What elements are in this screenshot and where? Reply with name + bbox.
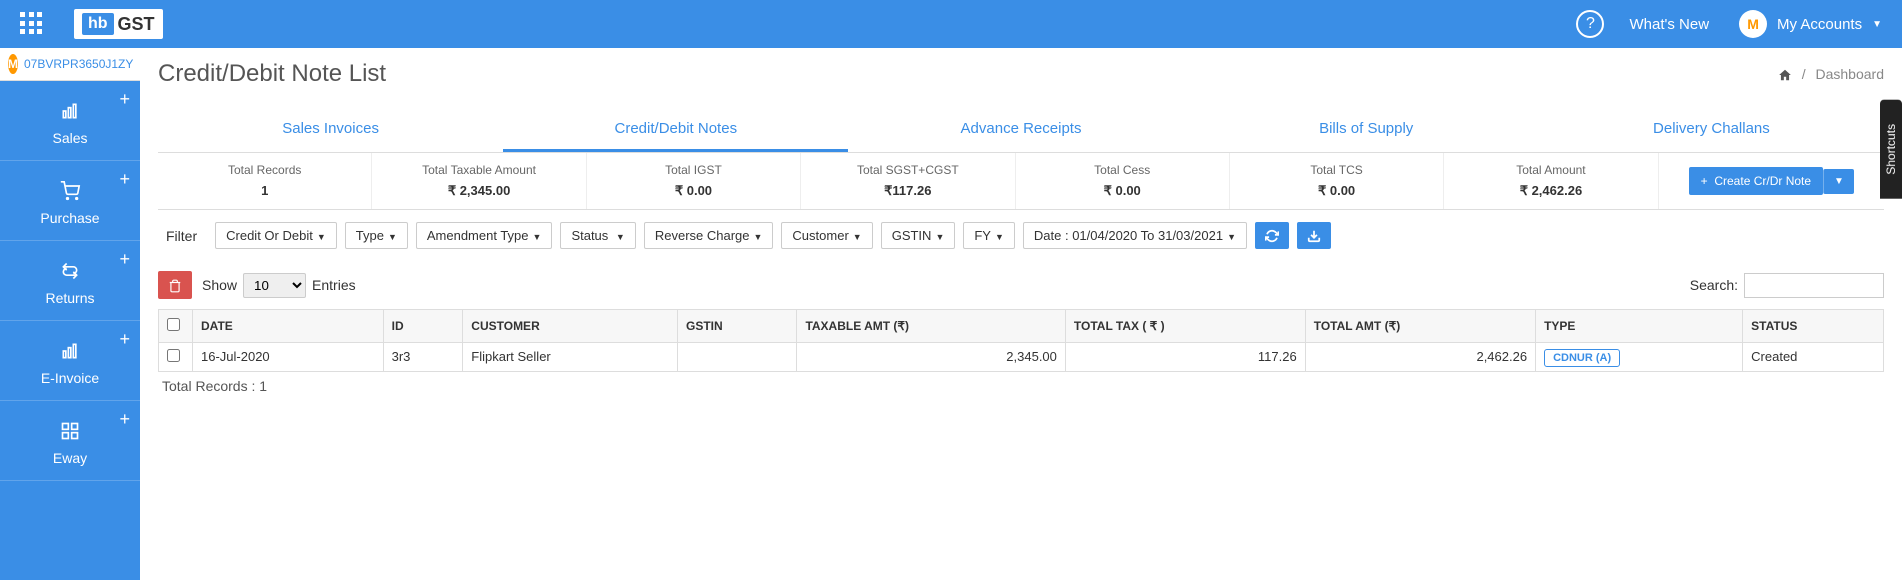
sidebar-item-eway[interactable]: + Eway xyxy=(0,401,140,481)
filter-credit-or-debit[interactable]: Credit Or Debit▼ xyxy=(215,222,337,249)
tab-advance-receipts[interactable]: Advance Receipts xyxy=(848,108,1193,152)
top-bar: hb GST ? What's New M My Accounts ▼ xyxy=(0,0,1902,48)
cell-status: Created xyxy=(1743,342,1884,371)
table-controls: Show 10 Entries Search: xyxy=(158,261,1884,308)
breadcrumb-current[interactable]: Dashboard xyxy=(1816,66,1885,82)
row-checkbox[interactable] xyxy=(167,349,180,362)
my-accounts-label: My Accounts xyxy=(1777,16,1862,33)
cell-date: 16-Jul-2020 xyxy=(193,342,384,371)
apps-menu-icon[interactable] xyxy=(20,12,44,36)
home-icon[interactable] xyxy=(1778,66,1792,82)
delete-button[interactable] xyxy=(158,271,192,298)
logo[interactable]: hb GST xyxy=(74,9,163,39)
summary-total-records: Total Records1 xyxy=(158,153,372,209)
gstin-text: 07BVRPR3650J1ZY xyxy=(24,57,133,71)
sidebar-item-label: Returns xyxy=(45,290,94,306)
plus-icon[interactable]: + xyxy=(119,89,130,110)
search-input[interactable] xyxy=(1744,273,1884,298)
summary-taxable-amount: Total Taxable Amount₹ 2,345.00 xyxy=(372,153,586,209)
sidebar-item-label: E-Invoice xyxy=(41,370,99,386)
main-content: Credit/Debit Note List / Dashboard Sales… xyxy=(140,48,1902,580)
col-type[interactable]: TYPE xyxy=(1536,309,1743,342)
cell-gstin xyxy=(677,342,796,371)
filter-status[interactable]: Status ▼ xyxy=(560,222,635,249)
summary-row: Total Records1 Total Taxable Amount₹ 2,3… xyxy=(158,153,1884,210)
col-id[interactable]: ID xyxy=(383,309,463,342)
sidebar-item-label: Sales xyxy=(52,130,87,146)
sidebar-item-label: Eway xyxy=(53,450,87,466)
summary-sgst-cgst: Total SGST+CGST₹117.26 xyxy=(801,153,1015,209)
shortcuts-tab[interactable]: Shortcuts xyxy=(1880,100,1902,199)
summary-total-amount: Total Amount₹ 2,462.26 xyxy=(1444,153,1658,209)
search-label: Search: xyxy=(1690,277,1738,293)
page-size-select[interactable]: 10 xyxy=(243,273,306,298)
type-badge: CDNUR (A) xyxy=(1544,349,1620,367)
page-title: Credit/Debit Note List xyxy=(158,60,386,88)
gstin-selector[interactable]: M 07BVRPR3650J1ZY xyxy=(0,48,140,81)
create-note-dropdown[interactable]: ▼ xyxy=(1823,169,1854,194)
plus-icon[interactable]: + xyxy=(119,329,130,350)
cell-tax: 117.26 xyxy=(1065,342,1305,371)
filter-reverse-charge[interactable]: Reverse Charge▼ xyxy=(644,222,774,249)
filter-customer[interactable]: Customer▼ xyxy=(781,222,872,249)
sidebar-item-returns[interactable]: + Returns xyxy=(0,241,140,321)
download-button[interactable] xyxy=(1297,222,1331,249)
cell-taxable: 2,345.00 xyxy=(797,342,1065,371)
summary-cess: Total Cess₹ 0.00 xyxy=(1016,153,1230,209)
entries-label: Entries xyxy=(312,277,356,293)
whats-new-link[interactable]: What's New xyxy=(1629,16,1709,33)
filter-amendment-type[interactable]: Amendment Type▼ xyxy=(416,222,553,249)
sidebar-item-label: Purchase xyxy=(40,210,99,226)
sidebar-item-sales[interactable]: + Sales xyxy=(0,81,140,161)
filter-gstin[interactable]: GSTIN▼ xyxy=(881,222,956,249)
plus-icon[interactable]: + xyxy=(119,169,130,190)
filter-fy[interactable]: FY▼ xyxy=(963,222,1015,249)
chevron-down-icon: ▼ xyxy=(1872,19,1882,30)
tab-credit-debit-notes[interactable]: Credit/Debit Notes xyxy=(503,108,848,152)
col-gstin[interactable]: GSTIN xyxy=(677,309,796,342)
col-tax[interactable]: TOTAL TAX ( ₹ ) xyxy=(1065,309,1305,342)
cell-customer: Flipkart Seller xyxy=(463,342,678,371)
col-taxable[interactable]: TAXABLE AMT (₹) xyxy=(797,309,1065,342)
show-label: Show xyxy=(202,277,237,293)
logo-hb: hb xyxy=(82,13,114,35)
tab-sales-invoices[interactable]: Sales Invoices xyxy=(158,108,503,152)
filter-label: Filter xyxy=(166,228,197,244)
table-row[interactable]: 16-Jul-2020 3r3 Flipkart Seller 2,345.00… xyxy=(159,342,1884,371)
col-status[interactable]: STATUS xyxy=(1743,309,1884,342)
help-icon[interactable]: ? xyxy=(1576,10,1604,38)
tab-delivery-challans[interactable]: Delivery Challans xyxy=(1539,108,1884,152)
filter-date[interactable]: Date : 01/04/2020 To 31/03/2021▼ xyxy=(1023,222,1247,249)
cell-id: 3r3 xyxy=(383,342,463,371)
col-total[interactable]: TOTAL AMT (₹) xyxy=(1305,309,1535,342)
plus-icon[interactable]: + xyxy=(119,409,130,430)
tabs: Sales Invoices Credit/Debit Notes Advanc… xyxy=(158,108,1884,153)
create-note-button[interactable]: + Create Cr/Dr Note xyxy=(1689,167,1823,195)
my-accounts-dropdown[interactable]: My Accounts ▼ xyxy=(1777,16,1882,33)
gstin-badge: M xyxy=(8,54,18,74)
select-all-checkbox[interactable] xyxy=(167,318,180,331)
filter-type[interactable]: Type▼ xyxy=(345,222,408,249)
plus-icon[interactable]: + xyxy=(119,249,130,270)
sidebar-item-einvoice[interactable]: + E-Invoice xyxy=(0,321,140,401)
logo-gst: GST xyxy=(118,14,155,35)
total-records-footer: Total Records : 1 xyxy=(158,372,1884,400)
breadcrumb: / Dashboard xyxy=(1778,66,1884,82)
filter-row: Filter Credit Or Debit▼ Type▼ Amendment … xyxy=(158,210,1884,261)
summary-tcs: Total TCS₹ 0.00 xyxy=(1230,153,1444,209)
refresh-button[interactable] xyxy=(1255,222,1289,249)
breadcrumb-separator: / xyxy=(1802,66,1806,82)
cell-total: 2,462.26 xyxy=(1305,342,1535,371)
sidebar-item-purchase[interactable]: + Purchase xyxy=(0,161,140,241)
sidebar: M 07BVRPR3650J1ZY + Sales + Purchase + R… xyxy=(0,48,140,580)
tab-bills-of-supply[interactable]: Bills of Supply xyxy=(1194,108,1539,152)
col-date[interactable]: DATE xyxy=(193,309,384,342)
summary-igst: Total IGST₹ 0.00 xyxy=(587,153,801,209)
notes-table: DATE ID CUSTOMER GSTIN TAXABLE AMT (₹) T… xyxy=(158,309,1884,372)
col-customer[interactable]: CUSTOMER xyxy=(463,309,678,342)
avatar: M xyxy=(1739,10,1767,38)
